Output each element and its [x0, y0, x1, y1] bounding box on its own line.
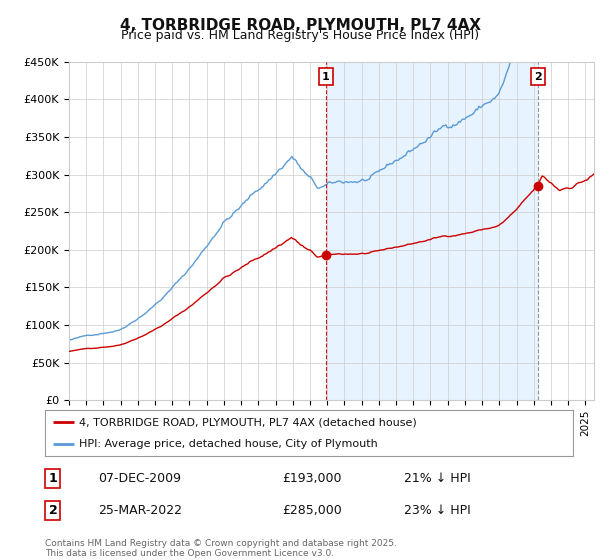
Text: 23% ↓ HPI: 23% ↓ HPI — [404, 504, 471, 517]
Text: HPI: Average price, detached house, City of Plymouth: HPI: Average price, detached house, City… — [79, 439, 378, 449]
Text: 4, TORBRIDGE ROAD, PLYMOUTH, PL7 4AX (detached house): 4, TORBRIDGE ROAD, PLYMOUTH, PL7 4AX (de… — [79, 417, 417, 427]
Text: 21% ↓ HPI: 21% ↓ HPI — [404, 472, 471, 486]
Text: Price paid vs. HM Land Registry's House Price Index (HPI): Price paid vs. HM Land Registry's House … — [121, 29, 479, 42]
Bar — [326, 62, 538, 400]
Text: 4, TORBRIDGE ROAD, PLYMOUTH, PL7 4AX: 4, TORBRIDGE ROAD, PLYMOUTH, PL7 4AX — [119, 18, 481, 33]
Text: 1: 1 — [49, 472, 57, 486]
Text: 25-MAR-2022: 25-MAR-2022 — [98, 504, 182, 517]
Text: 07-DEC-2009: 07-DEC-2009 — [98, 472, 181, 486]
Text: 1: 1 — [322, 72, 330, 82]
Text: 2: 2 — [49, 504, 57, 517]
Text: Contains HM Land Registry data © Crown copyright and database right 2025.
This d: Contains HM Land Registry data © Crown c… — [45, 539, 397, 558]
Text: £193,000: £193,000 — [283, 472, 342, 486]
Text: £285,000: £285,000 — [283, 504, 343, 517]
Text: 2: 2 — [534, 72, 542, 82]
